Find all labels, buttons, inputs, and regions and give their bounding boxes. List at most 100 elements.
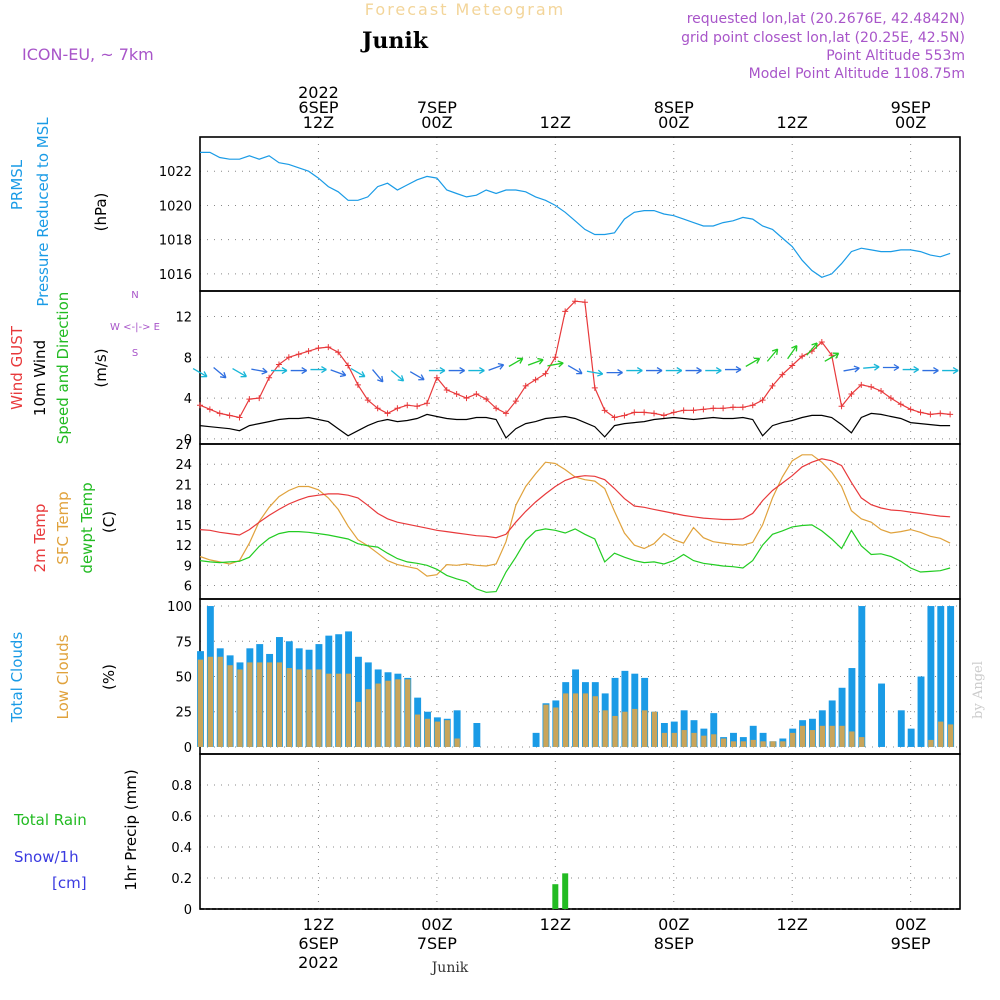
gust-marker	[927, 411, 934, 418]
wind-arrow-head	[735, 365, 742, 374]
wind-arrow-head	[676, 367, 683, 375]
gust-marker	[266, 374, 273, 381]
low-cloud-bar	[691, 732, 697, 747]
wind-arrow	[882, 363, 900, 372]
low-cloud-bar	[405, 679, 411, 747]
low-cloud-bar	[661, 732, 668, 747]
low-cloud-bar	[454, 738, 460, 747]
top-time-label: 00Z	[658, 113, 689, 132]
low-cloud-bar	[750, 739, 756, 747]
wind-arrow-shaft	[586, 370, 603, 375]
low-cloud-bar	[839, 725, 845, 747]
wind-arrow-head	[240, 371, 247, 378]
wind-arrow	[705, 367, 722, 375]
wind-arrow	[806, 342, 818, 356]
gust-marker	[848, 391, 855, 398]
total-cloud-bar	[453, 710, 461, 747]
low-cloud-bar	[553, 707, 559, 747]
y-tick-label: 1016	[159, 268, 192, 283]
wind-arrow	[330, 369, 347, 378]
wind-arrow-head	[261, 367, 268, 375]
top-time-label: 7SEP	[417, 98, 457, 117]
y-tick-label: 100	[167, 600, 192, 615]
gust-marker	[325, 344, 332, 351]
gust-line	[199, 300, 951, 419]
gust-marker	[443, 386, 450, 393]
low-cloud-bar	[760, 741, 766, 747]
dewpt-label: dewpt Temp	[78, 482, 96, 573]
gust-marker	[729, 404, 736, 411]
wind-arrow-head	[811, 342, 818, 349]
pressure-msl-label: Pressure Reduced to MSL	[34, 117, 52, 307]
wind-arrow-head	[576, 368, 583, 375]
low-cloud-bar	[641, 710, 648, 747]
gust-marker	[581, 299, 588, 306]
wind-arrow	[824, 352, 840, 362]
y-tick-label: 1022	[159, 165, 192, 180]
wind-arrow-shaft	[843, 367, 860, 372]
wind-arrow-shaft	[806, 342, 818, 356]
y-tick-label: 21	[175, 478, 192, 493]
low-cloud-bar	[563, 693, 569, 747]
wind-arrow-head	[617, 369, 623, 377]
bottom-time-label: 8SEP	[654, 934, 694, 953]
wind-arrow	[626, 367, 643, 375]
wind-arrow	[567, 364, 583, 375]
wind-arrow	[902, 365, 919, 374]
gust-marker	[552, 354, 559, 361]
top-time-label: 00Z	[421, 113, 452, 132]
gust-marker	[394, 405, 401, 412]
y-tick-label: 12	[175, 539, 192, 554]
top-time-label: 00Z	[895, 113, 926, 132]
bottom-time-label: 9SEP	[891, 934, 931, 953]
wind-arrow	[251, 367, 268, 375]
total-cloud-bar	[878, 683, 885, 747]
bottom-time-label: 00Z	[658, 915, 689, 934]
y-tick-label: 18	[175, 499, 192, 514]
bottom-time-label: 12Z	[303, 915, 334, 934]
total-cloud-bar	[927, 606, 935, 747]
low-cloud-bar	[622, 711, 628, 747]
gust-marker	[335, 349, 342, 356]
wind-arrow-head	[220, 372, 227, 379]
gust-marker	[433, 374, 440, 381]
wind-gust-label: Wind GUST	[8, 325, 26, 410]
wind-arrow-head	[281, 367, 288, 375]
total-cloud-bar	[749, 725, 757, 747]
low-cloud-bar	[632, 708, 638, 747]
gust-marker	[631, 409, 638, 416]
panel-frame	[199, 753, 961, 910]
wind-arrow	[665, 367, 683, 375]
low-cloud-bar	[365, 689, 371, 747]
gust-marker	[887, 395, 894, 402]
sfctemp-line	[199, 454, 951, 577]
location-title: Junik	[360, 28, 429, 54]
gust-marker	[838, 403, 845, 410]
y-tick-label: 24	[175, 458, 192, 473]
wind-arrow-head	[853, 365, 860, 373]
wind-arrow	[390, 370, 405, 382]
y-tick-label: 6	[184, 580, 192, 595]
top-time-label: 2022	[298, 83, 339, 102]
total-cloud-bar	[621, 670, 629, 747]
bottom-time-label: 00Z	[421, 915, 452, 934]
y-tick-label: 8	[184, 351, 192, 366]
total-cloud-bar	[532, 732, 540, 747]
gust-marker	[562, 308, 569, 315]
gust-marker	[591, 384, 598, 391]
wind-arrow-head	[459, 367, 465, 375]
low-cloud-bar	[247, 662, 253, 747]
wind-arrow	[468, 367, 485, 375]
gust-marker	[512, 398, 519, 405]
wind-arrow-head	[479, 367, 485, 375]
gust-marker	[947, 411, 954, 418]
total-cloud-bar	[907, 728, 915, 747]
wind-arrow-shaft	[213, 366, 227, 379]
gust-marker	[917, 409, 924, 416]
gust-marker	[522, 382, 529, 389]
pressure-panel-labels: PRMSL Pressure Reduced to MSL (hPa)	[8, 117, 110, 307]
panel-2: 6 9 12 15 18 21 24 27	[175, 438, 961, 600]
bottom-time-label: 6SEP	[298, 934, 338, 953]
wind-arrow-shaft	[824, 352, 839, 362]
low-cloud-bar	[326, 673, 332, 747]
